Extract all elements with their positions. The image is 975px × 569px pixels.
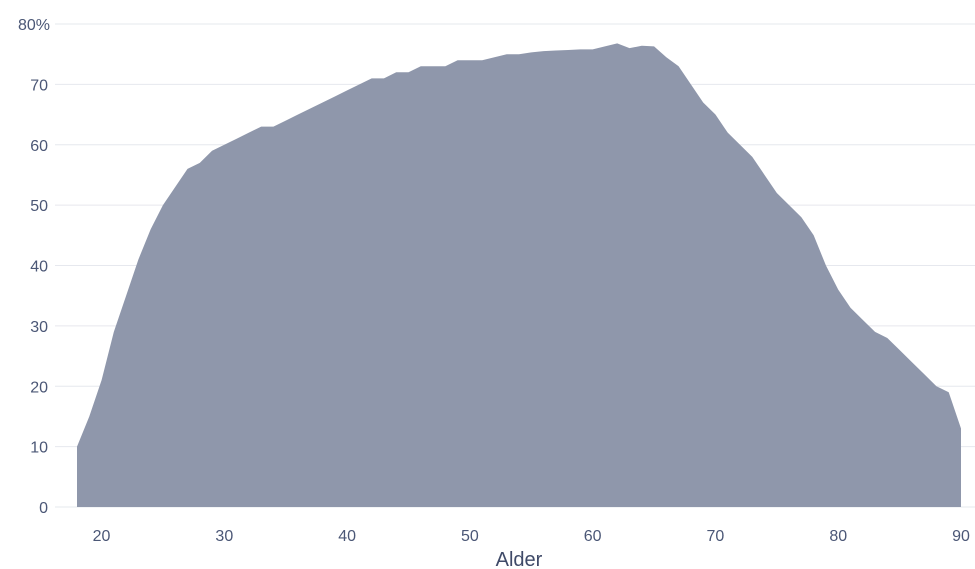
y-tick-label: 10 xyxy=(30,440,48,457)
x-tick-label: 90 xyxy=(952,528,970,545)
area-series xyxy=(77,43,961,507)
y-tick-label: 60 xyxy=(30,138,48,155)
x-tick-label: 70 xyxy=(707,528,725,545)
x-tick-label: 40 xyxy=(338,528,356,545)
y-axis-ticks: 0 10 20 30 40 50 60 70 80% xyxy=(18,17,50,517)
y-tick-label: 80% xyxy=(18,17,50,34)
y-tick-label: 50 xyxy=(30,198,48,215)
y-tick-label: 20 xyxy=(30,379,48,396)
x-tick-label: 80 xyxy=(829,528,847,545)
x-axis-title: Alder xyxy=(496,549,543,569)
x-tick-label: 20 xyxy=(93,528,111,545)
area-layer xyxy=(77,43,961,507)
y-tick-label: 0 xyxy=(39,500,48,517)
x-tick-label: 50 xyxy=(461,528,479,545)
x-tick-label: 30 xyxy=(215,528,233,545)
x-tick-label: 60 xyxy=(584,528,602,545)
y-tick-label: 40 xyxy=(30,259,48,276)
y-tick-label: 30 xyxy=(30,319,48,336)
y-tick-label: 70 xyxy=(30,77,48,94)
x-axis-ticks: 20 30 40 50 60 70 80 90 xyxy=(93,528,970,545)
